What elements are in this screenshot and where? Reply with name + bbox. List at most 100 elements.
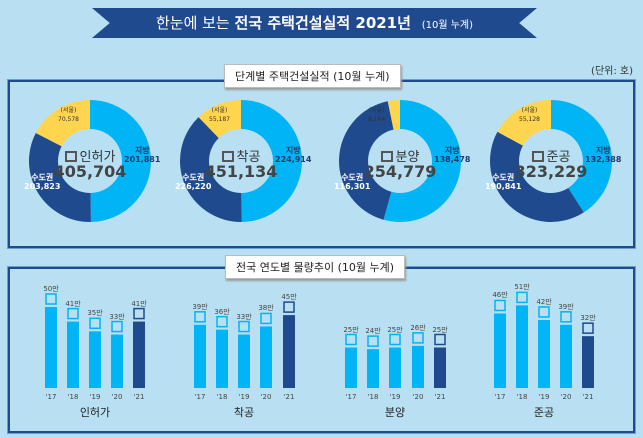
local-label-text: 지방: [285, 146, 301, 155]
metro-label-text: 수도권: [492, 173, 515, 182]
metro-value: 203,823: [24, 182, 61, 191]
bar-icon: [538, 306, 550, 318]
seoul-label: (서울) 70,578: [58, 106, 79, 124]
stage-name-text: 착공: [236, 150, 261, 165]
year-tick-label: '20: [111, 393, 123, 401]
year-tick-label: '19: [538, 393, 550, 401]
crane-icon: [221, 151, 234, 162]
metro-value: 226,220: [175, 182, 212, 191]
local-value: 132,388: [585, 155, 622, 164]
metro-segment: [339, 101, 394, 220]
metro-label-text: 수도권: [31, 173, 54, 182]
bar-icon: [560, 311, 572, 323]
bar-value-label: 50만: [43, 285, 59, 293]
seoul-value: 8,184: [368, 116, 386, 123]
metro-label-text: 수도권: [182, 173, 205, 182]
bar-value-label: 24만: [365, 327, 381, 336]
local-value: 224,914: [275, 155, 312, 164]
stage-total: 405,704: [53, 162, 127, 181]
year-tick-label: '19: [389, 393, 401, 401]
bar-value-label: 41만: [131, 299, 147, 308]
bar-착공-4: [283, 315, 295, 388]
bar-value-label: 35만: [87, 309, 103, 318]
metro-label-text: 수도권: [341, 173, 364, 182]
bar-value-label: 51만: [514, 283, 530, 292]
stage-total: 254,779: [363, 162, 437, 181]
local-label: 지방 132,388: [585, 146, 621, 164]
year-tick-label: '21: [434, 393, 446, 401]
local-label: 지방 201,881: [124, 146, 160, 164]
seoul-value: 55,128: [519, 116, 540, 123]
title-main: 전국 주택건설실적 2021년: [234, 14, 411, 32]
bar-value-label: 45만: [281, 293, 297, 302]
bar-준공-0: [494, 313, 506, 388]
seoul-label: (서울) 8,184: [368, 106, 385, 124]
stage-name: 분양: [330, 146, 470, 165]
local-label-text: 지방: [595, 146, 611, 155]
year-tick-label: '21: [283, 393, 295, 401]
metro-label: 수도권 203,823: [24, 173, 60, 191]
group-title: 분양: [384, 406, 406, 419]
bar-icon: [216, 315, 228, 328]
bar-착공-1: [216, 329, 228, 388]
bar-icon: [283, 301, 295, 313]
year-tick-label: '17: [345, 393, 357, 401]
seoul-label-text: (서울): [521, 107, 538, 114]
title-prefix: 한눈에 보는: [155, 14, 230, 32]
bar-value-label: 25만: [387, 325, 403, 334]
bar-icon: [389, 333, 401, 346]
stage-panel-title: 단계별 주택건설실적 (10월 누계): [224, 64, 401, 88]
local-segment: [90, 100, 151, 222]
seoul-segment: [387, 100, 400, 130]
local-label-text: 지방: [134, 146, 150, 155]
unit-label: (단위: 호): [591, 66, 633, 77]
bar-value-label: 42만: [536, 297, 552, 306]
bar-착공-0: [194, 324, 206, 388]
year-tick-label: '17: [494, 393, 506, 401]
bar-분양-2: [389, 347, 401, 388]
bar-분양-3: [412, 345, 424, 388]
bar-icon: [582, 322, 594, 334]
bar-icon: [67, 307, 79, 320]
seoul-value: 70,578: [58, 116, 79, 123]
metro-label: 수도권 116,301: [334, 173, 370, 191]
donut-3: 지방 132,388 수도권 190,841 (서울) 55,128 준공 323,2…: [481, 96, 621, 226]
donut-2: 지방 138,478 수도권 116,301 (서울) 8,184 분양 254,77…: [330, 96, 470, 226]
bar-인허가-0: [45, 307, 57, 388]
year-tick-label: '20: [260, 393, 272, 401]
presentation-icon: [380, 151, 393, 162]
bar-착공-3: [260, 326, 272, 388]
trend-panel-title: 전국 연도별 물량추이 (10월 누계): [225, 255, 406, 279]
year-tick-label: '17: [194, 393, 206, 401]
seoul-segment: [497, 100, 551, 146]
local-value: 138,478: [434, 155, 471, 164]
metro-segment: [180, 117, 242, 222]
bar-value-label: 25만: [343, 325, 359, 334]
local-segment: [241, 100, 302, 222]
donut-0: 지방 201,881 수도권 203,823 (서울) 70,578 인허가 405,…: [20, 96, 160, 226]
seoul-value: 55,187: [209, 116, 230, 123]
bar-인허가-1: [67, 321, 79, 388]
bar-value-label: 39만: [192, 302, 208, 311]
bar-icon: [260, 312, 272, 325]
bar-value-label: 25만: [432, 325, 448, 334]
metro-segment: [29, 132, 91, 222]
year-tick-label: '18: [367, 393, 379, 401]
seoul-segment: [35, 100, 90, 147]
year-tick-label: '18: [216, 393, 228, 401]
bar-icon: [516, 291, 528, 304]
bar-준공-2: [538, 319, 550, 388]
bar-준공-4: [582, 336, 594, 388]
bar-착공-2: [238, 334, 250, 388]
bar-icon: [412, 332, 424, 344]
metro-label: 수도권 190,841: [485, 173, 521, 191]
year-tick-label: '21: [133, 393, 145, 401]
bar-icon: [194, 311, 206, 323]
bar-icon: [89, 317, 101, 330]
local-label-text: 지방: [444, 146, 460, 155]
seoul-label-text: (서울): [211, 107, 228, 114]
local-label: 지방 224,914: [275, 146, 311, 164]
year-tick-label: '17: [45, 393, 57, 401]
year-tick-label: '20: [560, 393, 572, 401]
seoul-label: (서울) 55,128: [519, 106, 540, 124]
